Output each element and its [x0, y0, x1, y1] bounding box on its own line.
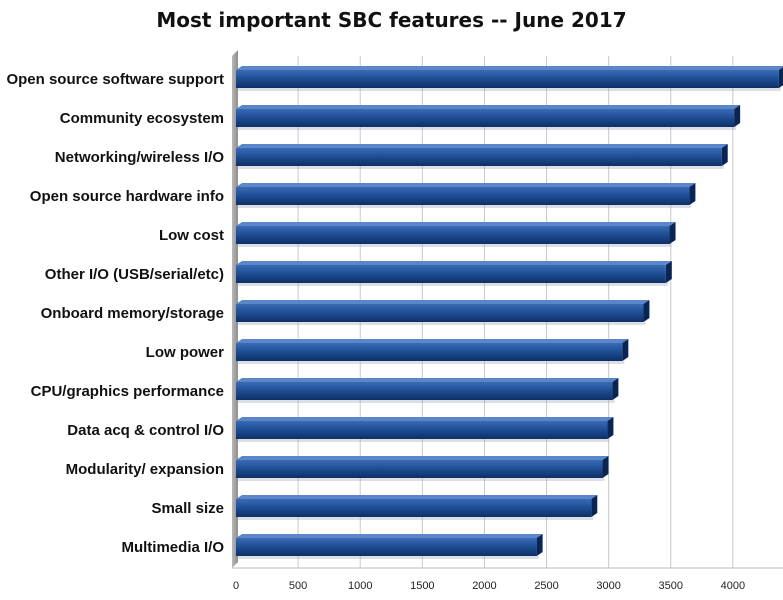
category-label: Onboard memory/storage — [41, 305, 224, 322]
category-label: CPU/graphics performance — [31, 383, 224, 400]
bar-front-face — [236, 304, 644, 322]
bar-end-cap — [622, 339, 629, 361]
bar-top-face — [236, 456, 609, 460]
bar — [236, 105, 741, 130]
x-tick-label: 0 — [233, 580, 239, 592]
bar-top-face — [236, 300, 650, 304]
bar-top-face — [236, 183, 696, 187]
bar-top-face — [236, 66, 783, 70]
category-label: Other I/O (USB/serial/etc) — [45, 266, 224, 283]
bar-end-cap — [734, 105, 741, 127]
bar-front-face — [236, 343, 623, 361]
bar-front-face — [236, 187, 690, 205]
bar-front-face — [236, 226, 670, 244]
bar-top-face — [236, 261, 672, 265]
bar-front-face — [236, 538, 537, 556]
bar-end-cap — [612, 378, 619, 400]
x-tick-label: 2000 — [472, 580, 496, 592]
category-label: Open source hardware info — [30, 188, 224, 205]
x-tick-label: 1000 — [348, 580, 372, 592]
tick-labels: 050010001500200025003000350040004500 — [233, 580, 783, 592]
category-label: Modularity/ expansion — [66, 461, 224, 478]
x-tick-label: 3000 — [596, 580, 620, 592]
category-label: Small size — [151, 500, 224, 517]
category-label: Low power — [146, 344, 224, 361]
bar — [236, 534, 543, 559]
bar — [236, 300, 650, 325]
x-tick-label: 3500 — [659, 580, 683, 592]
bar-top-face — [236, 105, 741, 109]
bar-top-face — [236, 495, 598, 499]
bar-end-cap — [591, 495, 598, 517]
bar-end-cap — [643, 300, 650, 322]
bar-front-face — [236, 265, 666, 283]
bar — [236, 495, 598, 520]
bar-end-cap — [607, 417, 614, 439]
bar-front-face — [236, 70, 779, 88]
bar-front-face — [236, 499, 592, 517]
bar — [236, 339, 629, 364]
bar-top-face — [236, 144, 728, 148]
bar-front-face — [236, 148, 722, 166]
bar-front-face — [236, 382, 613, 400]
bar — [236, 417, 614, 442]
bar — [236, 378, 619, 403]
bar-top-face — [236, 378, 619, 382]
bar-end-cap — [689, 183, 696, 205]
bar-end-cap — [602, 456, 609, 478]
category-label: Multimedia I/O — [121, 539, 224, 556]
bar — [236, 261, 672, 286]
category-label: Community ecosystem — [60, 110, 224, 127]
bar — [236, 456, 609, 481]
x-tick-label: 2500 — [534, 580, 558, 592]
bar-end-cap — [721, 144, 728, 166]
bar-front-face — [236, 460, 603, 478]
category-label: Data acq & control I/O — [67, 422, 224, 439]
bar — [236, 183, 696, 208]
x-tick-label: 4000 — [721, 580, 745, 592]
category-label: Networking/wireless I/O — [55, 149, 225, 166]
category-label: Open source software support — [6, 71, 224, 88]
bar-end-cap — [665, 261, 672, 283]
bar-top-face — [236, 534, 543, 538]
bars — [236, 66, 783, 559]
x-tick-label: 500 — [289, 580, 307, 592]
bar — [236, 222, 676, 247]
category-label: Low cost — [159, 227, 224, 244]
bar-top-face — [236, 339, 629, 343]
bar-end-cap — [536, 534, 543, 556]
bar — [236, 66, 783, 91]
bar-top-face — [236, 417, 614, 421]
x-tick-label: 1500 — [410, 580, 434, 592]
bar — [236, 144, 728, 169]
bar-top-face — [236, 222, 676, 226]
category-labels: Open source software support Community ec… — [6, 71, 224, 556]
chart-title: Most important SBC features -- June 2017 — [156, 8, 627, 32]
bar-front-face — [236, 421, 608, 439]
bar-end-cap — [778, 67, 783, 88]
bar-front-face — [236, 109, 735, 127]
bar-end-cap — [669, 222, 676, 244]
